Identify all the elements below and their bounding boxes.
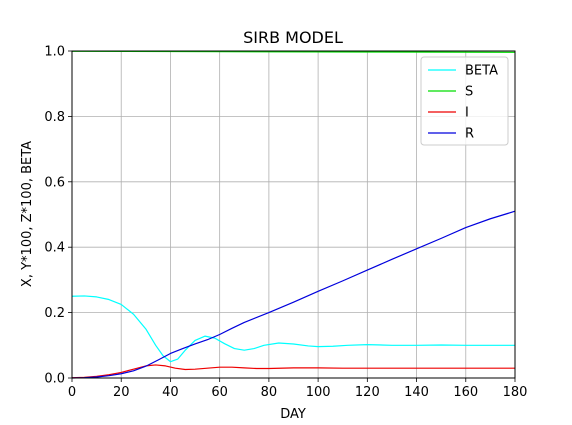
y-tick-label: 0.6: [44, 175, 65, 190]
y-axis-label: X, Y*100, Z*100, BETA: [20, 141, 35, 287]
x-tick-label: 40: [162, 385, 179, 400]
x-tick-label: 20: [113, 385, 130, 400]
x-tick-label: 100: [306, 385, 331, 400]
plot-frame: [71, 50, 516, 379]
ticks: 0 20 40 60 80 100 120 140 160 180 0.0 0.2 0.4 0.6 0.8 1…: [44, 45, 527, 401]
legend-label-beta: BETA: [465, 64, 498, 79]
legend-label-i: I: [465, 106, 469, 121]
chart-title: SIRB MODEL: [243, 28, 343, 47]
x-tick-label: 0: [68, 385, 76, 400]
y-tick-label: 1.0: [44, 45, 65, 60]
y-tick-label: 0.8: [44, 110, 65, 125]
x-tick-label: 140: [404, 385, 429, 400]
series-line-i: [71, 364, 515, 379]
y-tick-label: 0.0: [44, 372, 65, 387]
legend-label-r: R: [465, 127, 474, 142]
y-tick-label: 0.2: [44, 306, 65, 321]
y-tick-label: 0.4: [44, 241, 65, 256]
series-line-beta: [71, 295, 515, 363]
x-tick-label: 160: [453, 385, 478, 400]
series-line-r: [71, 210, 516, 379]
x-tick-label: 60: [211, 385, 228, 400]
x-tick-label: 80: [261, 385, 278, 400]
x-tick-label: 180: [503, 385, 528, 400]
legend-box: [420, 56, 509, 146]
legend: BETA SIR: [420, 56, 509, 146]
legend-label-s: S: [465, 85, 473, 100]
x-tick-label: 120: [355, 385, 380, 400]
x-axis-label: DAY: [280, 407, 306, 422]
